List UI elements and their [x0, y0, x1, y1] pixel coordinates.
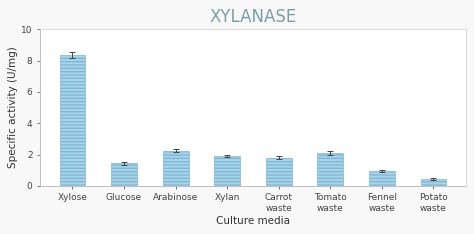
X-axis label: Culture media: Culture media [216, 216, 290, 226]
Y-axis label: Specific activity (U/mg): Specific activity (U/mg) [9, 47, 18, 168]
Bar [369, 171, 395, 186]
Bar [420, 179, 447, 186]
Bar [111, 163, 137, 186]
Bar [163, 151, 189, 186]
Bar [266, 158, 292, 186]
Bar [318, 153, 343, 186]
Bar [214, 156, 240, 186]
Title: XYLANASE: XYLANASE [210, 8, 297, 26]
Bar [60, 55, 85, 186]
